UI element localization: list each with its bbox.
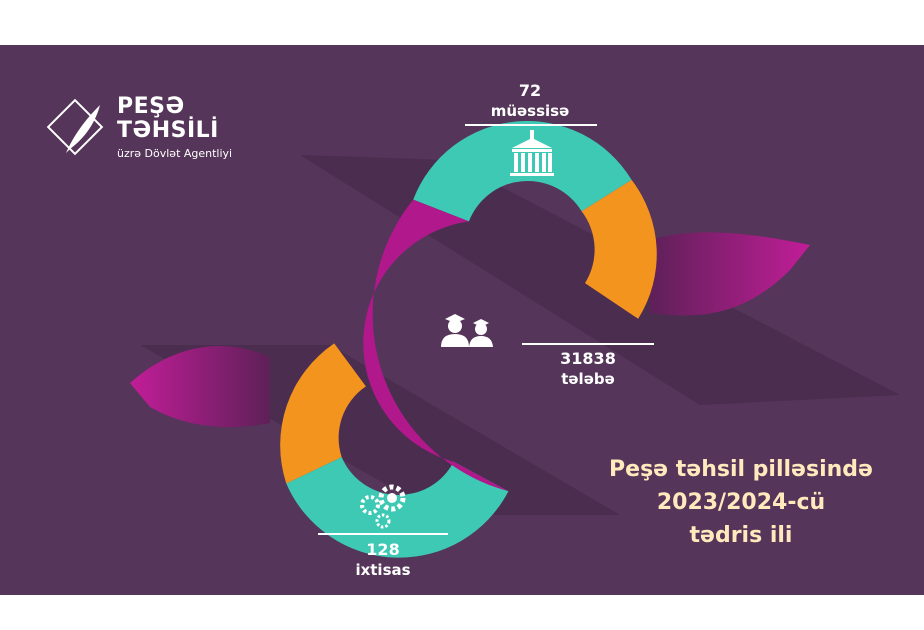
stat-institutions-value: 72 xyxy=(518,81,542,100)
stat-specialties-value: 128 xyxy=(366,540,400,559)
academic-year-caption: Peşə təhsil pilləsində 2023/2024-cü tədr… xyxy=(606,453,876,552)
caption-line-1: Peşə təhsil pilləsində xyxy=(609,457,873,482)
upper-ring-orange-segment xyxy=(581,179,657,319)
institution-building-icon xyxy=(510,130,554,176)
stat-students: 31838 tələbə xyxy=(528,349,648,389)
stat-specialties: 128 ixtisas xyxy=(323,540,443,580)
ribbon-tail-left xyxy=(130,345,270,428)
s-curve-magenta-band xyxy=(363,199,509,492)
stat-specialties-label: ixtisas xyxy=(355,561,411,579)
stat-students-overline xyxy=(522,343,654,345)
book-quill-icon xyxy=(46,98,104,156)
agency-logo: PEŞƏ TƏHSİLİ üzrə Dövlət Agentliyi xyxy=(44,95,284,175)
ribbon-tail-right xyxy=(650,232,810,316)
graduate-students-icon xyxy=(441,314,493,347)
logo-title-line2: TƏHSİLİ xyxy=(117,118,219,143)
lower-ring-teal-segment xyxy=(286,457,509,558)
s-shape-graphic xyxy=(46,98,900,558)
stat-institutions-underline xyxy=(465,124,597,126)
infographic-poster: PEŞƏ TƏHSİLİ üzrə Dövlət Agentliyi 72 mü… xyxy=(0,45,924,595)
stat-institutions-label: müəssisə xyxy=(490,102,570,120)
logo-title-line1: PEŞƏ xyxy=(117,94,185,119)
caption-line-2: 2023/2024-cü xyxy=(656,490,826,515)
gears-person-icon xyxy=(360,484,406,529)
stat-specialties-overline xyxy=(318,533,448,535)
caption-line-3: tədris ili xyxy=(689,523,793,548)
stat-students-label: tələbə xyxy=(561,370,615,388)
logo-subtitle: üzrə Dövlət Agentliyi xyxy=(117,147,233,160)
lower-ring-orange-segment xyxy=(280,343,366,484)
stat-students-value: 31838 xyxy=(560,349,616,368)
stat-institutions: 72 müəssisə xyxy=(470,81,590,121)
